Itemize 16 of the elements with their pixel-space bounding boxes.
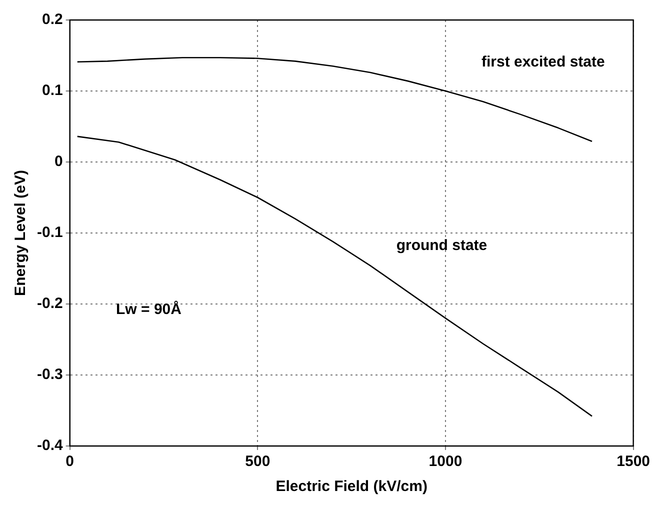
y-tick-label: -0.4 [36,437,64,454]
y-tick-label: -0.3 [36,366,63,384]
y-tick-label: -0.1 [36,224,63,242]
annotation: ground state [396,236,488,254]
x-tick-label: 1000 [428,453,462,470]
y-tick-label: 0.1 [42,82,63,100]
x-tick-label: 1500 [616,453,650,470]
annotation: Lw = 90Å [116,300,182,318]
annotation: first excited state [481,54,605,71]
y-axis-title: Energy Level (eV) [12,170,30,296]
x-tick-label: 500 [245,453,270,470]
y-tick-label: 0 [54,153,63,170]
x-axis-title: Electric Field (kV/cm) [276,478,428,496]
x-tick-label: 0 [66,453,74,470]
y-tick-label: -0.2 [36,295,63,312]
y-tick-label: 0.2 [42,11,63,28]
